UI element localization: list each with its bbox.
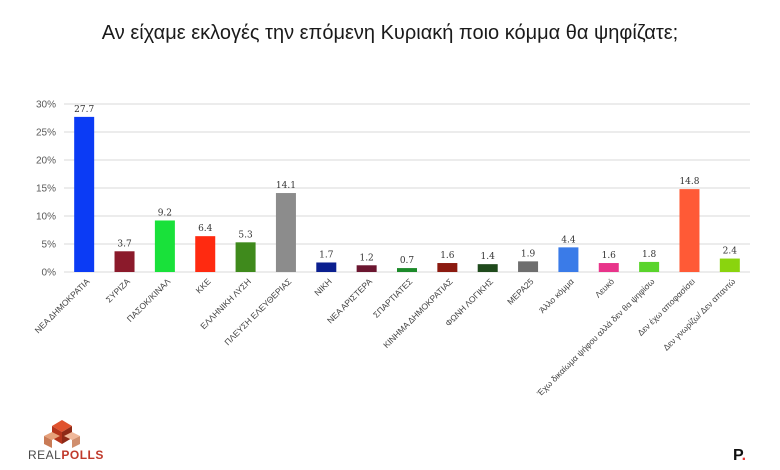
value-label: 4.4: [561, 235, 576, 245]
bar: [316, 262, 337, 272]
bar: [114, 251, 135, 272]
x-category-label: ΠΛΕΥΣΗ ΕΛΕΥΘΕΡΙΑΣ: [222, 276, 293, 347]
y-tick-label: 30%: [36, 100, 56, 111]
x-category-label: ΜΕΡΑ25: [505, 276, 536, 307]
y-tick-label: 0%: [42, 268, 57, 279]
x-category-label: ΚΚΕ: [194, 276, 213, 295]
realpolls-wordmark: REALPOLLS: [28, 448, 104, 462]
brand-mark-letter: P: [733, 447, 742, 464]
bar: [195, 236, 216, 272]
value-labels: 27.7 3.7 9.2 6.4 5.3 14.1 1.7 1.2 0.7 1.6 1.4 1.9 4.…: [74, 105, 737, 266]
value-label: 1.2: [359, 253, 373, 263]
x-category-label: ΝΙΚΗ: [312, 276, 333, 297]
y-tick-label: 25%: [36, 128, 56, 139]
bar: [639, 261, 660, 272]
bar: [356, 265, 377, 272]
x-category-label: ΣΥΡΙΖΑ: [104, 276, 132, 304]
x-category-label: ΠΑΣΟΚ/ΚΙΝΑΛ: [125, 276, 173, 324]
bars: [74, 116, 740, 272]
value-label: 5.3: [238, 230, 253, 240]
bar: [235, 242, 256, 272]
wordmark-part-polls: POLLS: [61, 448, 104, 462]
value-label: 1.6: [602, 251, 617, 261]
brand-mark-dot: .: [741, 447, 747, 464]
x-category-label: Δεν γνωρίζω/ Δεν απαντώ: [661, 276, 737, 352]
bar: [437, 263, 458, 272]
value-label: 1.6: [440, 251, 455, 261]
value-label: 1.7: [319, 250, 334, 260]
bar: [719, 258, 740, 272]
wordmark-part-real: REAL: [28, 448, 62, 462]
brand-mark: P.: [733, 447, 746, 465]
x-category-label: ΣΠΑΡΤΙΑΤΕΣ: [371, 276, 414, 319]
x-category-label: ΝΕΑ ΔΗΜΟΚΡΑΤΙΑ: [33, 276, 92, 335]
bar: [477, 264, 498, 272]
y-tick-label: 15%: [36, 184, 56, 195]
value-label: 1.9: [521, 249, 536, 259]
value-label: 6.4: [198, 224, 213, 234]
bar: [275, 193, 296, 272]
y-tick-label: 20%: [36, 156, 56, 167]
y-axis-ticks: 0% 5% 10% 15% 20% 25% 30%: [36, 100, 56, 279]
value-label: 2.4: [723, 247, 738, 257]
x-category-label: ΚΙΝΗΜΑ ΔΗΜΟΚΡΑΤΙΑΣ: [381, 276, 455, 350]
value-label: 1.4: [481, 252, 496, 262]
y-tick-label: 5%: [42, 240, 57, 251]
bar: [679, 189, 700, 272]
x-category-label: Άλλο κόμμα: [537, 276, 576, 315]
realpolls-logo-icon: [44, 420, 80, 448]
value-label: 0.7: [400, 256, 415, 266]
bar: [397, 268, 417, 272]
value-label: 3.7: [117, 239, 132, 249]
value-label: 14.8: [679, 177, 699, 187]
bar: [74, 116, 95, 272]
bar: [598, 263, 619, 272]
value-label: 9.2: [158, 208, 172, 218]
value-label: 14.1: [276, 181, 296, 191]
bar: [518, 261, 539, 272]
chart-title: Αν είχαμε εκλογές την επόμενη Κυριακή πο…: [101, 22, 679, 44]
value-label: 1.8: [642, 250, 657, 260]
value-label: 27.7: [74, 105, 94, 115]
bar: [558, 247, 579, 272]
y-tick-label: 10%: [36, 212, 56, 223]
x-category-label: Λευκό: [593, 276, 617, 300]
bar: [154, 220, 175, 272]
